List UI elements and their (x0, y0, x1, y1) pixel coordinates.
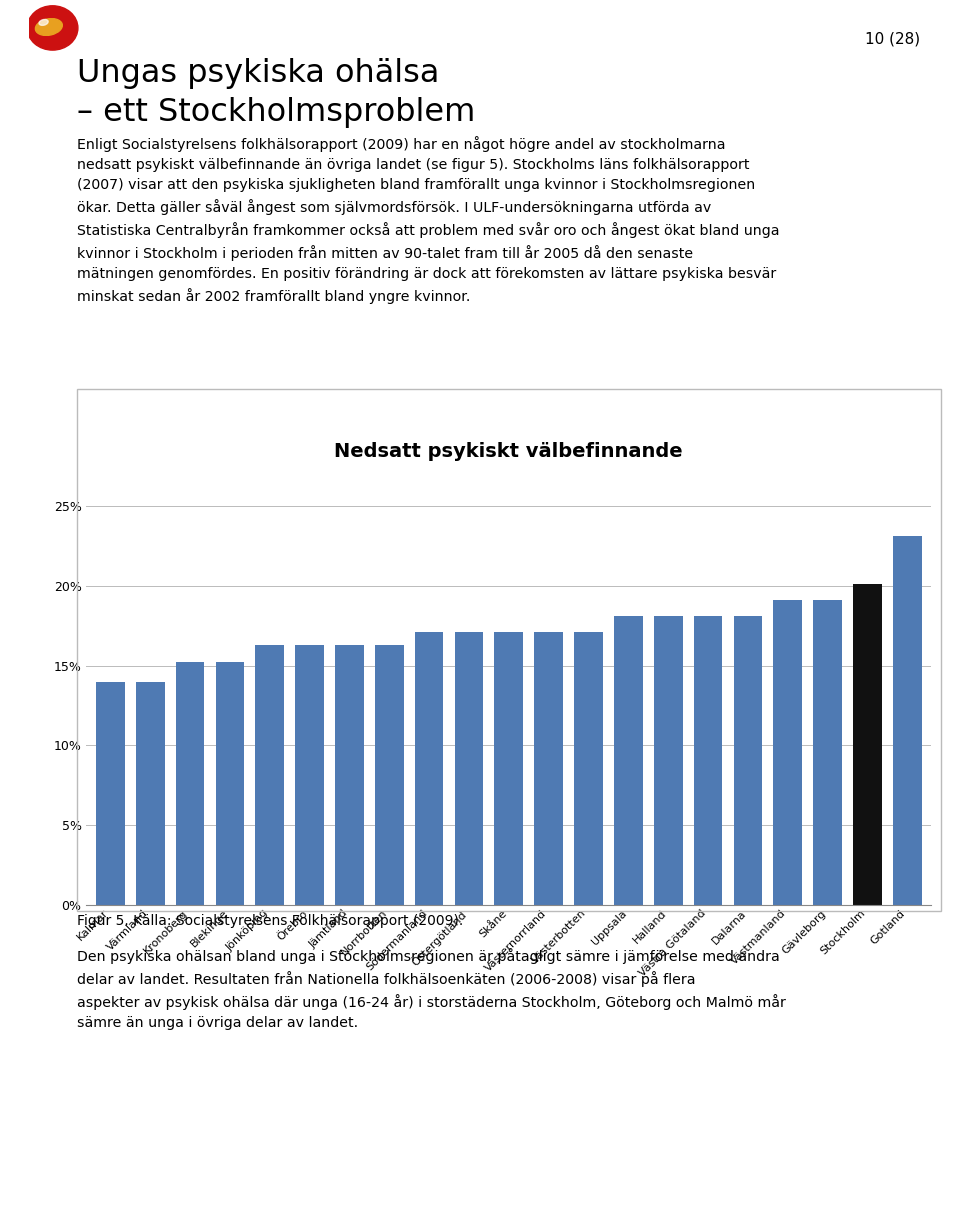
Bar (176, 662, 204, 905)
Bar (135, 682, 164, 905)
Bar (415, 632, 444, 905)
Title: Nedsatt psykiskt välbefinnande: Nedsatt psykiskt välbefinnande (334, 442, 684, 462)
Bar (774, 600, 803, 905)
Bar (255, 645, 284, 905)
Text: Ungas psykiska ohälsa: Ungas psykiska ohälsa (77, 58, 439, 90)
Bar (375, 645, 403, 905)
Bar (654, 616, 683, 905)
Text: – ett Stockholmsproblem: – ett Stockholmsproblem (77, 97, 475, 129)
Bar (335, 645, 364, 905)
Ellipse shape (36, 18, 62, 35)
Circle shape (27, 6, 78, 50)
Bar (614, 616, 642, 905)
Bar (853, 584, 882, 905)
Bar (813, 600, 842, 905)
Text: Enligt Socialstyrelsens folkhälsorapport (2009) har en något högre andel av stoc: Enligt Socialstyrelsens folkhälsorapport… (77, 136, 780, 305)
Bar (215, 662, 244, 905)
Bar (574, 632, 603, 905)
Bar (494, 632, 523, 905)
Bar (694, 616, 722, 905)
Ellipse shape (39, 19, 48, 26)
Bar (296, 645, 324, 905)
Text: 10 (28): 10 (28) (865, 32, 921, 46)
Text: Den psykiska ohälsan bland unga i Stockholmsregionen är påtagligt sämre i jämför: Den psykiska ohälsan bland unga i Stockh… (77, 948, 785, 1030)
Bar (733, 616, 762, 905)
Bar (893, 536, 922, 905)
Bar (96, 682, 125, 905)
Bar (535, 632, 563, 905)
Bar (455, 632, 483, 905)
Text: Figur 5. Källa: Socialstyrelsens Folkhälsorapport (2009).: Figur 5. Källa: Socialstyrelsens Folkhäl… (77, 914, 463, 928)
